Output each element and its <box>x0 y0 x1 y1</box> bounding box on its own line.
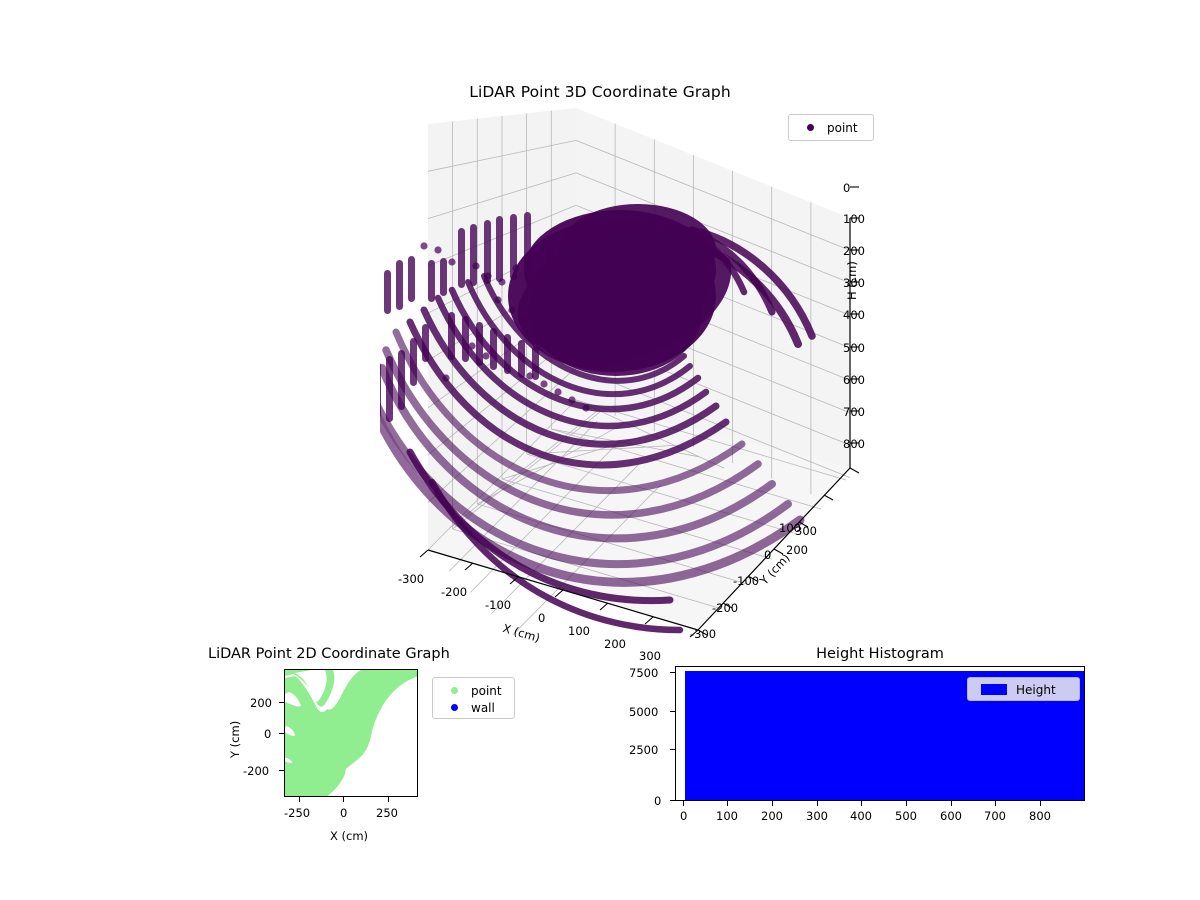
plot3d-ztick-7: 700 <box>843 405 865 419</box>
hist-xtick-mark-3 <box>817 801 819 806</box>
plot2d-legend[interactable]: point wall <box>432 677 515 719</box>
plot3d-ztick-2: 200 <box>843 244 865 258</box>
legend-label-height: Height <box>1016 682 1056 697</box>
plot3d-xtick-2: -100 <box>485 598 512 612</box>
hist-xtick-mark-1 <box>727 801 729 806</box>
plot2d-ytick-0: 200 <box>250 696 272 710</box>
hist-xtick-mark-5 <box>906 801 908 806</box>
hist-ytick-3: 7500 <box>629 666 659 680</box>
plot3d-zticks <box>850 186 859 444</box>
plot3d-xticks <box>419 549 699 638</box>
plot3d-ytick-2: -100 <box>733 574 760 588</box>
point-marker-icon <box>437 687 471 694</box>
hist-ytick-1: 2500 <box>629 743 659 757</box>
wall-marker-icon <box>437 704 471 711</box>
hist-xtick-mark-4 <box>861 801 863 806</box>
legend-label-point-2d: point <box>471 683 502 698</box>
plot2d-ytick-mark-2 <box>279 770 284 772</box>
plot2d-xtick-mark-1 <box>343 797 345 802</box>
plot3d-ztick-4: 400 <box>843 308 865 322</box>
plot3d-ztick-5: 500 <box>843 341 865 355</box>
legend-entry-wall-2d[interactable]: wall <box>437 699 510 716</box>
plot2d-canvas <box>285 670 417 796</box>
legend-label-wall-2d: wall <box>471 700 495 715</box>
plot2d-title: LiDAR Point 2D Coordinate Graph <box>208 646 450 662</box>
plot3d-xtick-1: -200 <box>441 585 468 599</box>
plot3d-yticks <box>697 467 860 636</box>
plot2d-point-region <box>285 670 417 796</box>
plot3d-axes[interactable] <box>380 100 900 660</box>
hist-xtick-4: 400 <box>850 809 872 823</box>
plot3d-title: LiDAR Point 3D Coordinate Graph <box>469 83 731 101</box>
plot2d-xtick-2: 250 <box>376 806 398 820</box>
plot2d-ytick-mark-0 <box>279 702 284 704</box>
plot2d-xtick-mark-0 <box>299 797 301 802</box>
plot2d-gaps <box>285 670 361 763</box>
plot2d-xtick-1: 0 <box>340 806 348 820</box>
plot3d-ztick-8: 800 <box>843 437 865 451</box>
histogram-title: Height Histogram <box>816 646 944 662</box>
plot3d-xtick-5: 200 <box>604 637 626 651</box>
plot3d-ytick-6-alt: 300 <box>795 524 817 538</box>
plot3d-ytick-0: -300 <box>690 627 717 641</box>
hist-ytick-0: 0 <box>654 794 662 808</box>
plot3d-xtick-0: -300 <box>398 572 425 586</box>
plot2d-xtick-mark-2 <box>388 797 390 802</box>
plot3d-pointcloud <box>380 204 816 634</box>
plot3d-ytick-1: -200 <box>712 601 739 615</box>
legend-entry-height[interactable]: Height <box>972 681 1075 698</box>
plot3d-ytick-3: 0 <box>764 548 772 562</box>
histogram-legend[interactable]: Height <box>967 677 1080 701</box>
hist-xtick-mark-0 <box>683 801 685 806</box>
hist-ytick-2: 5000 <box>629 705 659 719</box>
hist-ytick-mark-2 <box>670 711 675 713</box>
plot2d-ytick-1: 0 <box>264 727 272 741</box>
hist-ytick-mark-0 <box>670 800 675 802</box>
plot3d-ytick-5-alt: 200 <box>786 543 808 557</box>
hist-ytick-mark-1 <box>670 749 675 751</box>
plot2d-xlabel: X (cm) <box>330 829 369 843</box>
plot3d-ztick-0: 0 <box>843 181 851 195</box>
hist-xtick-8: 800 <box>1029 809 1051 823</box>
hist-xtick-mark-6 <box>951 801 953 806</box>
point-marker-icon <box>793 124 827 131</box>
hist-xtick-6: 600 <box>940 809 962 823</box>
plot3d-ztick-3: 300 <box>843 276 865 290</box>
plot3d-ztick-1: 100 <box>843 212 865 226</box>
plot3d-xtick-4: 100 <box>568 624 590 638</box>
hist-xtick-mark-7 <box>995 801 997 806</box>
height-swatch-icon <box>972 684 1016 695</box>
hist-xtick-5: 500 <box>895 809 917 823</box>
plot2d-xtick-0: -250 <box>284 806 311 820</box>
plot3d-xtick-3: 0 <box>538 611 546 625</box>
hist-xtick-0: 0 <box>680 809 688 823</box>
legend-label-point: point <box>827 120 858 135</box>
legend-entry-point-2d[interactable]: point <box>437 682 510 699</box>
plot2d-ytick-mark-1 <box>279 733 284 735</box>
legend-entry-point[interactable]: point <box>793 119 869 136</box>
plot3d-xtick-6: 300 <box>639 649 661 663</box>
plot2d-axes[interactable] <box>284 669 418 797</box>
plot3d-zlabel: H (cm) <box>845 261 859 300</box>
plot3d-canvas <box>380 108 860 638</box>
hist-xtick-7: 700 <box>984 809 1006 823</box>
plot2d-ytick-2: -200 <box>243 764 270 778</box>
plot2d-ylabel: Y (cm) <box>228 720 242 758</box>
plot3d-legend[interactable]: point <box>788 114 874 141</box>
hist-xtick-3: 300 <box>806 809 828 823</box>
hist-ytick-mark-3 <box>670 672 675 674</box>
hist-xtick-2: 200 <box>761 809 783 823</box>
plot3d-ztick-6: 600 <box>843 373 865 387</box>
plot3d-ytick-4: 100 <box>779 521 801 535</box>
hist-xtick-mark-2 <box>772 801 774 806</box>
hist-xtick-mark-8 <box>1040 801 1042 806</box>
hist-xtick-1: 100 <box>716 809 738 823</box>
